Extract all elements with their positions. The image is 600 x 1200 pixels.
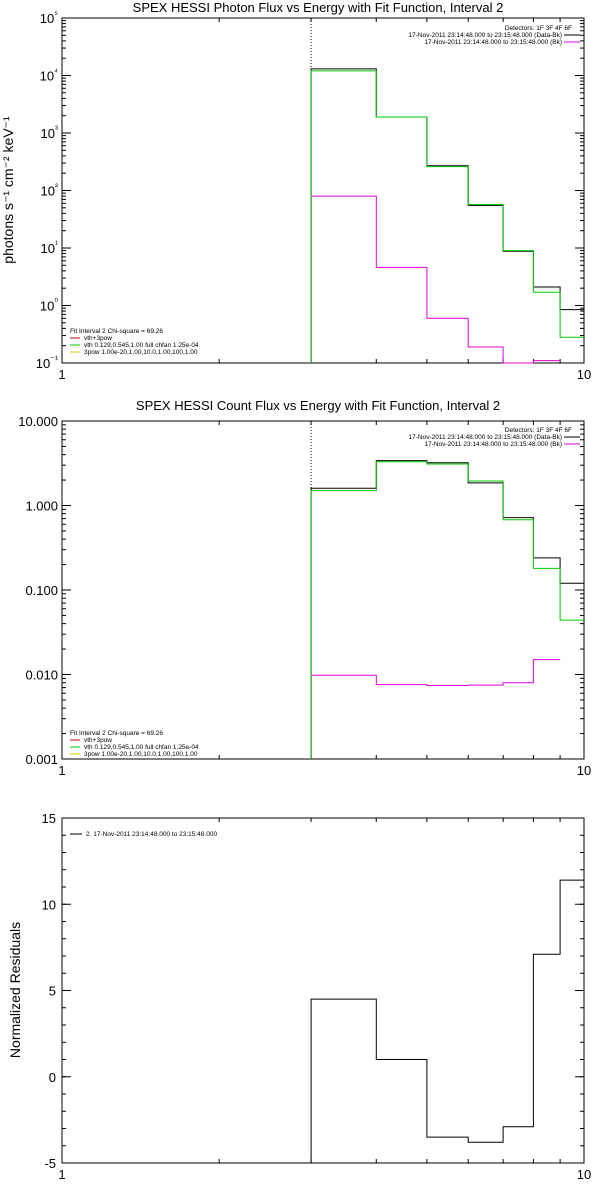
photon-flux-title: SPEX HESSI Photon Flux vs Energy with Fi… <box>133 0 504 15</box>
x-tick-label: 1 <box>58 1167 65 1182</box>
y-tick-label: 0.010 <box>25 668 58 683</box>
legend-residuals: 2. 17-Nov-2011 23:14:48.000 to 23:15:48.… <box>86 831 217 838</box>
series-line-2 <box>310 70 584 363</box>
y-tick-label: 10.000 <box>18 414 58 429</box>
legend-fit-total: vth+3pow <box>84 335 112 342</box>
y-tick-label: 0.100 <box>25 583 58 598</box>
residuals-ylabel: Normalized Residuals <box>7 922 23 1058</box>
x-tick-label: 1 <box>58 367 65 382</box>
legend-entry-background: 17-Nov-2011 23:14:48.000 to 23:15:48.000… <box>424 441 562 448</box>
legend-fit-total: vth+3pow <box>84 737 112 744</box>
y-tick-label: 10⁵ <box>40 9 58 26</box>
count-flux-title: SPEX HESSI Count Flux vs Energy with Fit… <box>136 398 500 413</box>
photon-flux-legend-top: Detectors: 1F 3F 4F 6F 17-Nov-2011 23:14… <box>409 25 580 46</box>
residuals-plot-frame <box>61 817 585 1164</box>
count-flux-legend-top: Detectors: 1F 3F 4F 6F 17-Nov-2011 23:14… <box>409 427 580 448</box>
y-tick-label: 5 <box>49 984 56 999</box>
y-tick-label: 0 <box>49 1070 56 1085</box>
photon-flux-plot-frame <box>61 17 585 364</box>
fit-header: Fit Interval 2 Chi-square = 69.26 <box>70 730 163 737</box>
x-tick-label: 10 <box>577 1167 591 1182</box>
y-tick-label: -5 <box>44 1156 56 1171</box>
series-line-0 <box>310 68 584 363</box>
detectors-label: Detectors: 1F 3F 4F 6F <box>505 427 572 434</box>
y-tick-label: 10⁰ <box>40 297 58 314</box>
residuals-panel: Normalized Residuals 1 10 -5 0 5 10 15 2. 17-N… <box>7 811 591 1182</box>
y-tick-label: 0.001 <box>25 752 58 767</box>
series-line-1 <box>310 659 561 759</box>
photon-flux-panel: SPEX HESSI Photon Flux vs Energy with Fi… <box>0 0 591 382</box>
y-tick-label: 10 <box>42 897 56 912</box>
count-flux-panel: SPEX HESSI Count Flux vs Energy with Fit… <box>18 398 591 778</box>
y-tick-label: 10² <box>41 182 58 199</box>
y-tick-label: 10¹ <box>41 239 58 256</box>
y-tick-label: 10³ <box>41 124 58 141</box>
series-line-0 <box>310 879 584 1163</box>
legend-3pow: 3pow 1.00e-20,1.00,10.0,1.00,100,1.00 <box>84 751 198 758</box>
detectors-label: Detectors: 1F 3F 4F 6F <box>505 25 572 32</box>
series-line-1 <box>310 195 561 364</box>
series-line-0 <box>310 460 584 759</box>
x-tick-label: 1 <box>58 763 65 778</box>
series-line-2 <box>310 461 584 759</box>
legend-vth: vth 0.129,0.545,1.00 full chfan 1.25e-04 <box>84 744 199 751</box>
y-tick-label: 1.000 <box>25 499 58 514</box>
legend-entry-data: 17-Nov-2011 23:14:48.000 to 23:15:48.000… <box>409 434 562 441</box>
x-tick-label: 10 <box>577 367 591 382</box>
residuals-legend: 2. 17-Nov-2011 23:14:48.000 to 23:15:48.… <box>70 831 217 838</box>
fit-header: Fit Interval 2 Chi-square = 69.26 <box>70 328 163 335</box>
count-flux-legend-bottom: Fit Interval 2 Chi-square = 69.26 vth+3p… <box>70 730 199 758</box>
legend-entry-background: 17-Nov-2011 23:14:48.000 to 23:15:48.000… <box>424 39 562 46</box>
legend-3pow: 3pow 1.00e-20,1.00,10.0,1.00,100,1.00 <box>84 349 198 356</box>
photon-flux-ylabel: photons s⁻¹ cm⁻² keV⁻¹ <box>0 116 16 264</box>
photon-flux-legend-bottom: Fit Interval 2 Chi-square = 69.26 vth+3p… <box>70 328 199 356</box>
y-tick-label: 10⁴ <box>40 67 58 84</box>
legend-entry-data: 17-Nov-2011 23:14:48.000 to 23:15:48.000… <box>409 32 562 39</box>
count-flux-plot-frame <box>61 420 585 760</box>
y-tick-label: 10⁻¹ <box>36 354 58 371</box>
y-tick-label: 15 <box>42 811 56 826</box>
x-tick-label: 10 <box>577 763 591 778</box>
legend-vth: vth 0.129,0.545,1.00 full chfan 1.25e-04 <box>84 342 199 349</box>
